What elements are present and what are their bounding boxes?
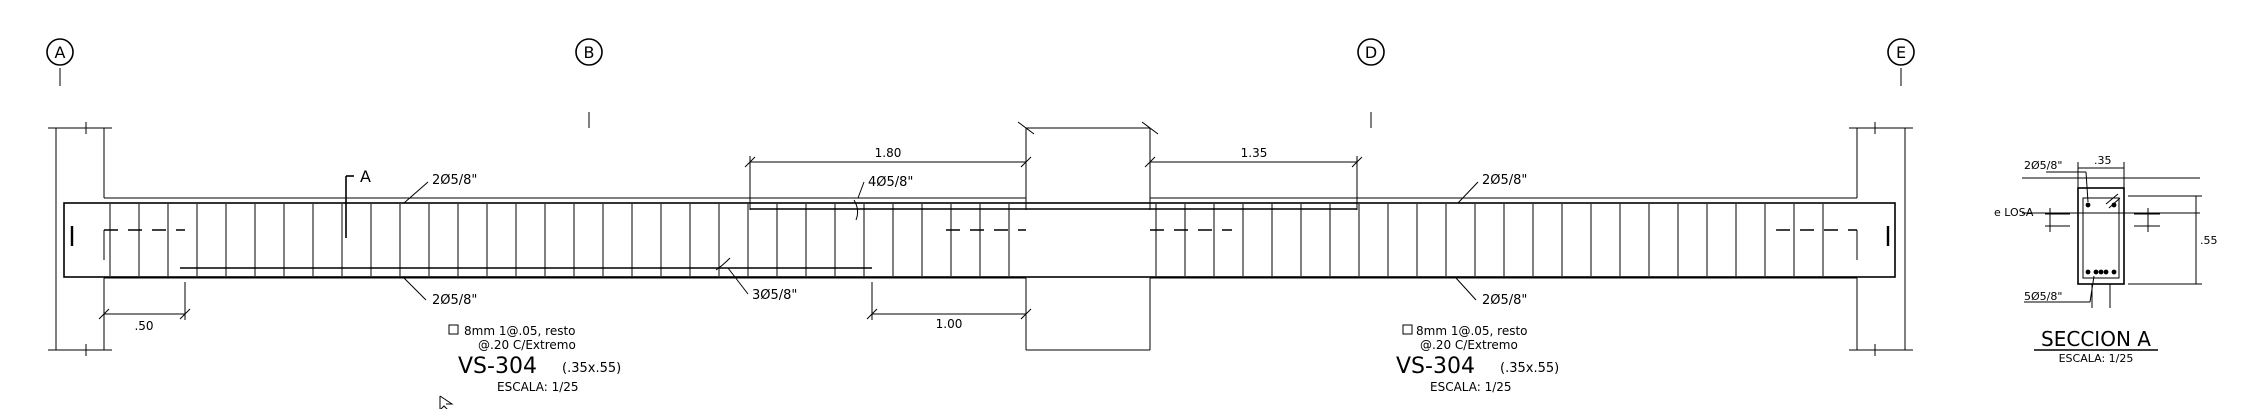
svg-text:(.35x.55): (.35x.55) (1500, 361, 1559, 376)
beam-title-right: 8mm 1@.05, resto @.20 C/Extremo VS-304 (… (1396, 324, 1559, 394)
beam-title-left: 8mm 1@.05, resto @.20 C/Extremo VS-304 (… (448, 324, 621, 394)
svg-text:ESCALA: 1/25: ESCALA: 1/25 (1430, 380, 1512, 394)
svg-text:e LOSA: e LOSA (1994, 206, 2034, 219)
svg-text:ESCALA: 1/25: ESCALA: 1/25 (497, 380, 579, 394)
callout-top-left: 2Ø5/8" (403, 173, 477, 204)
svg-text:VS-304: VS-304 (1396, 354, 1475, 379)
svg-text:2Ø5/8": 2Ø5/8" (1482, 293, 1527, 308)
svg-text:B: B (584, 43, 595, 62)
mouse-cursor-icon (439, 395, 454, 409)
axis-bubble-a: A (46, 38, 74, 86)
svg-text:.35: .35 (2094, 154, 2112, 167)
svg-text:A: A (360, 167, 371, 186)
svg-text:2Ø5/8": 2Ø5/8" (1482, 173, 1527, 188)
dimension-0-50: .50 (98, 282, 191, 333)
section-cut-marker: A (345, 167, 371, 238)
svg-text:VS-304: VS-304 (458, 354, 537, 379)
column-e (1849, 122, 1913, 356)
svg-text:2Ø5/8": 2Ø5/8" (2024, 159, 2062, 172)
svg-text:@.20 C/Extremo: @.20 C/Extremo (478, 338, 576, 352)
svg-text:8mm 1@.05, resto: 8mm 1@.05, resto (1416, 324, 1528, 338)
svg-text:E: E (1896, 43, 1906, 62)
svg-text:2Ø5/8": 2Ø5/8" (432, 293, 477, 308)
svg-text:D: D (1365, 43, 1377, 62)
axis-bubble-d: D (1357, 38, 1385, 128)
svg-text:2Ø5/8": 2Ø5/8" (432, 173, 477, 188)
svg-text:.50: .50 (134, 319, 153, 333)
svg-text:SECCION A: SECCION A (2041, 327, 2151, 351)
svg-text:1.80: 1.80 (875, 146, 902, 160)
section-a-detail: e LOSA .35 .55 2Ø5/8" 5Ø5/8" S (1994, 154, 2218, 365)
axis-bubble-e: E (1887, 38, 1915, 86)
svg-text:ESCALA: 1/25: ESCALA: 1/25 (2059, 352, 2134, 365)
svg-text:@.20 C/Extremo: @.20 C/Extremo (1420, 338, 1518, 352)
column-c (1017, 121, 1159, 351)
callout-top-mid: 4Ø5/8" (857, 175, 913, 199)
svg-text:4Ø5/8": 4Ø5/8" (868, 175, 913, 190)
svg-text:8mm 1@.05, resto: 8mm 1@.05, resto (464, 324, 576, 338)
beam-elevation (63, 197, 1896, 279)
stirrups-right (1155, 204, 1824, 276)
svg-text:1.00: 1.00 (936, 317, 963, 331)
svg-text:.55: .55 (2200, 234, 2218, 247)
dimension-1-80: 1.80 (744, 146, 1032, 210)
svg-text:A: A (55, 43, 66, 62)
callout-bottom-mid: 3Ø5/8" (727, 267, 797, 303)
svg-text:1.35: 1.35 (1241, 146, 1268, 160)
svg-text:3Ø5/8": 3Ø5/8" (752, 288, 797, 303)
dimension-1-35: 1.35 (1144, 146, 1363, 210)
dimension-1-00: 1.00 (866, 282, 1032, 331)
svg-text:(.35x.55): (.35x.55) (562, 361, 621, 376)
stirrups-left (109, 204, 1010, 276)
callout-bottom-right: 2Ø5/8" (1455, 277, 1527, 308)
callout-top-right: 2Ø5/8" (1457, 173, 1527, 204)
svg-text:5Ø5/8": 5Ø5/8" (2024, 290, 2062, 303)
callout-bottom-left: 2Ø5/8" (403, 277, 477, 308)
axis-bubble-b: B (575, 38, 603, 128)
column-a (48, 122, 112, 356)
